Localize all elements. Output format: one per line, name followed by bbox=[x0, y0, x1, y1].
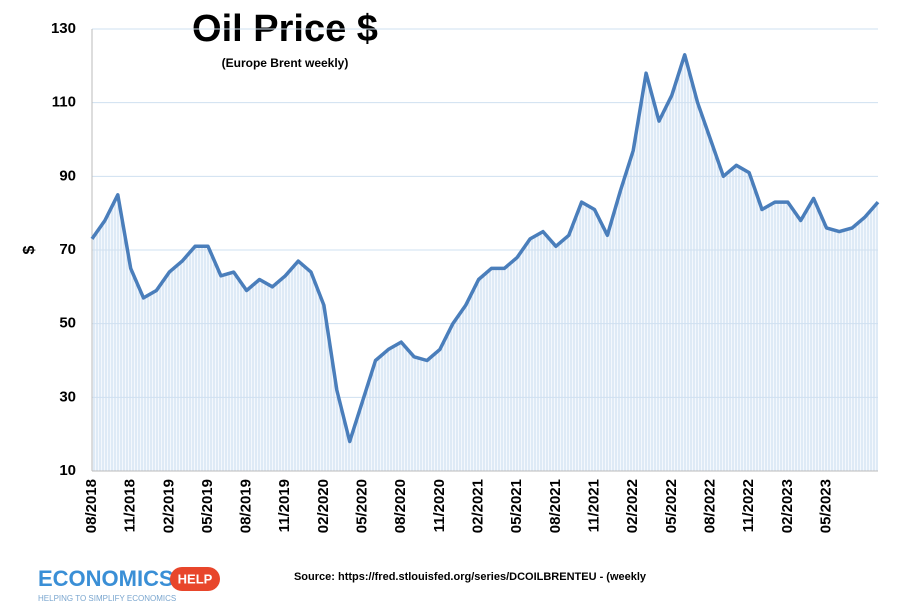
x-tick-label: 08/2022 bbox=[701, 479, 718, 533]
y-tick-label: 30 bbox=[59, 388, 76, 405]
logo-badge-bg bbox=[170, 567, 220, 591]
x-tick-label: 08/2020 bbox=[392, 479, 409, 533]
x-tick-label: 05/2021 bbox=[508, 479, 525, 533]
y-tick-label: 70 bbox=[59, 241, 76, 258]
y-tick-label: 50 bbox=[59, 315, 76, 332]
x-tick-label: 11/2018 bbox=[122, 479, 139, 532]
chart-subtitle: (Europe Brent weekly) bbox=[222, 56, 349, 70]
x-tick-label: 11/2020 bbox=[431, 479, 448, 532]
logo-tagline: HELPING TO SIMPLIFY ECONOMICS bbox=[38, 594, 176, 603]
x-tick-label: 05/2020 bbox=[354, 479, 371, 533]
y-axis-label: $ bbox=[21, 245, 38, 254]
source-note: Source: https://fred.stlouisfed.org/seri… bbox=[294, 571, 647, 583]
y-tick-label: 130 bbox=[51, 20, 76, 37]
price-line bbox=[90, 53, 880, 444]
x-tick-label: 08/2018 bbox=[83, 479, 100, 533]
area-fill bbox=[92, 54, 878, 472]
x-tick-label: 05/2022 bbox=[663, 479, 680, 533]
x-tick-label: 02/2021 bbox=[470, 479, 487, 533]
x-tick-label: 02/2020 bbox=[315, 479, 332, 533]
y-tick-label: 10 bbox=[59, 462, 76, 479]
x-tick-label: 05/2019 bbox=[199, 479, 216, 533]
y-tick-label: 110 bbox=[52, 94, 76, 111]
x-tick-label: 08/2019 bbox=[238, 479, 255, 533]
x-tick-label: 11/2019 bbox=[276, 479, 293, 532]
x-tick-label: 11/2021 bbox=[585, 479, 602, 532]
y-tick-label: 90 bbox=[59, 167, 76, 184]
x-tick-label: 11/2022 bbox=[740, 479, 757, 532]
x-tick-label: 05/2023 bbox=[817, 479, 834, 533]
x-tick-label: 02/2019 bbox=[160, 479, 177, 533]
logo-word: ECONOMICS bbox=[38, 566, 174, 591]
x-tick-label: 02/2022 bbox=[624, 479, 641, 533]
logo-badge: HELP bbox=[178, 571, 213, 586]
x-tick-label: 02/2023 bbox=[779, 479, 796, 533]
x-tick-label: 08/2021 bbox=[547, 479, 564, 533]
